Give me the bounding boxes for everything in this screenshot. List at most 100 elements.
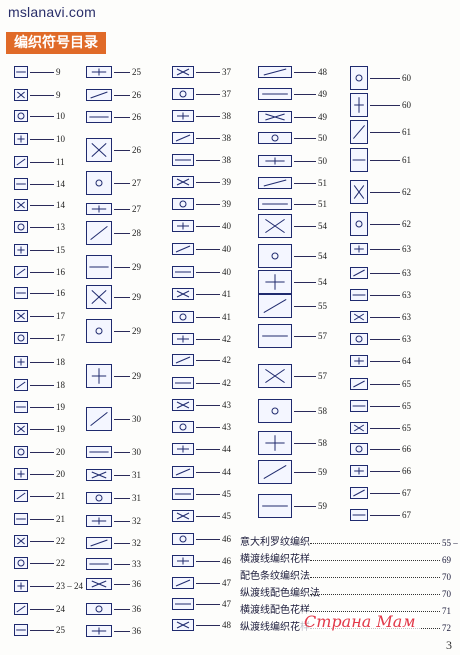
leader-line bbox=[114, 419, 130, 420]
knitting-symbol-icon bbox=[172, 266, 194, 278]
leader-line bbox=[294, 376, 316, 377]
page-ref: 20 bbox=[56, 447, 65, 457]
page-ref: 27 bbox=[132, 204, 141, 214]
leader-line bbox=[30, 139, 54, 140]
knitting-symbol-icon bbox=[86, 221, 112, 245]
page-ref: 13 bbox=[56, 222, 65, 232]
leader-line bbox=[114, 498, 130, 499]
leader-line bbox=[196, 583, 220, 584]
knitting-symbol-icon bbox=[86, 515, 112, 527]
knitting-symbol-icon bbox=[258, 294, 292, 318]
knitting-symbol-icon bbox=[350, 93, 368, 117]
knitting-symbol-icon bbox=[14, 199, 28, 211]
page-ref: 26 bbox=[132, 90, 141, 100]
knitting-symbol-icon bbox=[172, 288, 194, 300]
site-url[interactable]: mslanavi.com bbox=[8, 4, 96, 20]
leader-line bbox=[294, 94, 316, 95]
knitting-symbol-icon bbox=[14, 266, 28, 278]
knitting-symbol-icon bbox=[172, 176, 194, 188]
page-ref: 49 bbox=[318, 112, 327, 122]
leader-line bbox=[294, 226, 316, 227]
index-label: 意大利罗纹编织 bbox=[240, 537, 310, 548]
page-ref: 54 bbox=[318, 277, 327, 287]
page-ref: 67 bbox=[402, 488, 411, 498]
knitting-symbol-icon bbox=[14, 557, 28, 569]
leader-line bbox=[30, 95, 54, 96]
page-ref: 29 bbox=[132, 292, 141, 302]
leader-line bbox=[294, 161, 316, 162]
dot-leader bbox=[310, 611, 440, 612]
knitting-symbol-icon bbox=[350, 243, 368, 255]
leader-line bbox=[370, 339, 400, 340]
knitting-symbol-icon bbox=[172, 421, 194, 433]
page-ref: 16 bbox=[56, 267, 65, 277]
leader-line bbox=[30, 385, 54, 386]
knitting-symbol-icon bbox=[14, 221, 28, 233]
leader-line bbox=[196, 182, 220, 183]
leader-line bbox=[294, 256, 316, 257]
page-ref: 41 bbox=[222, 289, 231, 299]
leader-line bbox=[30, 429, 54, 430]
leader-line bbox=[114, 609, 130, 610]
knitting-symbol-icon bbox=[172, 311, 194, 323]
leader-line bbox=[370, 449, 400, 450]
page-ref: 37 bbox=[222, 67, 231, 77]
leader-line bbox=[370, 273, 400, 274]
knitting-symbol-icon bbox=[350, 487, 368, 499]
leader-line bbox=[196, 427, 220, 428]
knitting-symbol-icon bbox=[86, 558, 112, 570]
knitting-symbol-icon bbox=[86, 446, 112, 458]
page-ref: 37 bbox=[222, 89, 231, 99]
leader-line bbox=[30, 250, 54, 251]
page-ref: 14 bbox=[56, 200, 65, 210]
page-ref: 54 bbox=[318, 251, 327, 261]
leader-line bbox=[114, 209, 130, 210]
knitting-symbol-icon bbox=[258, 66, 292, 78]
knitting-symbol-icon bbox=[14, 133, 28, 145]
leader-line bbox=[294, 183, 316, 184]
knitting-symbol-icon bbox=[172, 66, 194, 78]
leader-line bbox=[370, 471, 400, 472]
knitting-symbol-icon bbox=[172, 110, 194, 122]
page-ref: 42 bbox=[222, 355, 231, 365]
leader-line bbox=[196, 116, 220, 117]
knitting-symbol-icon bbox=[172, 88, 194, 100]
leader-line bbox=[294, 472, 316, 473]
knitting-symbol-icon bbox=[172, 443, 194, 455]
page-ref: 22 bbox=[56, 536, 65, 546]
knitting-symbol-icon bbox=[14, 356, 28, 368]
page-ref: 44 bbox=[222, 444, 231, 454]
knitting-symbol-icon bbox=[258, 324, 292, 348]
page-ref: 36 bbox=[132, 604, 141, 614]
knitting-symbol-icon bbox=[258, 88, 292, 100]
leader-line bbox=[370, 192, 400, 193]
leader-line bbox=[370, 249, 400, 250]
page-ref: 63 bbox=[402, 312, 411, 322]
knitting-symbol-icon bbox=[172, 533, 194, 545]
knitting-symbol-icon bbox=[350, 400, 368, 412]
leader-line bbox=[294, 506, 316, 507]
leader-line bbox=[30, 116, 54, 117]
leader-line bbox=[30, 205, 54, 206]
leader-line bbox=[30, 293, 54, 294]
page-ref: 20 bbox=[56, 469, 65, 479]
knitting-symbol-icon bbox=[14, 624, 28, 636]
leader-line bbox=[196, 138, 220, 139]
page-ref: 61 bbox=[402, 155, 411, 165]
page-ref: 40 bbox=[222, 221, 231, 231]
knitting-symbol-icon bbox=[350, 148, 368, 172]
page-ref: 28 bbox=[132, 228, 141, 238]
leader-line bbox=[294, 282, 316, 283]
leader-line bbox=[196, 72, 220, 73]
page-ref: 51 bbox=[318, 178, 327, 188]
page-ref: 32 bbox=[132, 516, 141, 526]
page-ref: 60 bbox=[402, 73, 411, 83]
leader-line bbox=[370, 384, 400, 385]
page-ref: 31 bbox=[132, 470, 141, 480]
leader-line bbox=[30, 609, 54, 610]
page-ref: 29 bbox=[132, 262, 141, 272]
leader-line bbox=[30, 474, 54, 475]
page-ref: 50 bbox=[318, 133, 327, 143]
index-page: 70 bbox=[442, 589, 451, 599]
leader-line bbox=[196, 160, 220, 161]
